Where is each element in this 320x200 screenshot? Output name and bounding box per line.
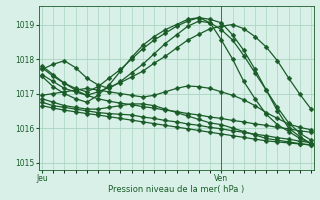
X-axis label: Pression niveau de la mer( hPa ): Pression niveau de la mer( hPa ) [108,185,244,194]
